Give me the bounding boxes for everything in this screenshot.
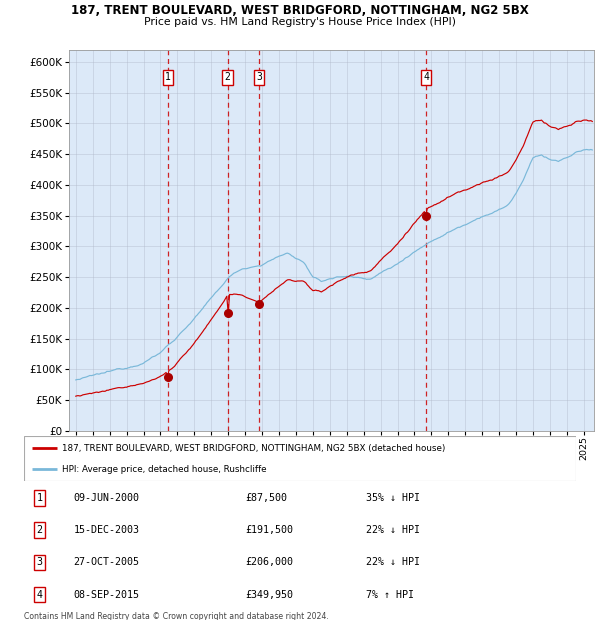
Text: Contains HM Land Registry data © Crown copyright and database right 2024.: Contains HM Land Registry data © Crown c… (24, 612, 329, 620)
Text: £349,950: £349,950 (245, 590, 293, 600)
Text: 7% ↑ HPI: 7% ↑ HPI (366, 590, 414, 600)
Text: 08-SEP-2015: 08-SEP-2015 (74, 590, 140, 600)
Text: 187, TRENT BOULEVARD, WEST BRIDGFORD, NOTTINGHAM, NG2 5BX: 187, TRENT BOULEVARD, WEST BRIDGFORD, NO… (71, 4, 529, 17)
Text: 2: 2 (37, 525, 43, 535)
Text: 1: 1 (37, 493, 43, 503)
Text: Price paid vs. HM Land Registry's House Price Index (HPI): Price paid vs. HM Land Registry's House … (144, 17, 456, 27)
Text: £191,500: £191,500 (245, 525, 293, 535)
Text: 22% ↓ HPI: 22% ↓ HPI (366, 557, 420, 567)
Text: HPI: Average price, detached house, Rushcliffe: HPI: Average price, detached house, Rush… (62, 465, 266, 474)
FancyBboxPatch shape (24, 436, 576, 480)
Text: 187, TRENT BOULEVARD, WEST BRIDGFORD, NOTTINGHAM, NG2 5BX (detached house): 187, TRENT BOULEVARD, WEST BRIDGFORD, NO… (62, 444, 445, 453)
Text: 15-DEC-2003: 15-DEC-2003 (74, 525, 140, 535)
Text: 2: 2 (224, 73, 230, 82)
Text: 3: 3 (256, 73, 262, 82)
Text: 22% ↓ HPI: 22% ↓ HPI (366, 525, 420, 535)
Text: £206,000: £206,000 (245, 557, 293, 567)
Text: 09-JUN-2000: 09-JUN-2000 (74, 493, 140, 503)
Text: 4: 4 (37, 590, 43, 600)
Text: 4: 4 (423, 73, 429, 82)
Text: 27-OCT-2005: 27-OCT-2005 (74, 557, 140, 567)
Text: £87,500: £87,500 (245, 493, 287, 503)
Text: 35% ↓ HPI: 35% ↓ HPI (366, 493, 420, 503)
Text: 3: 3 (37, 557, 43, 567)
Text: 1: 1 (165, 73, 171, 82)
